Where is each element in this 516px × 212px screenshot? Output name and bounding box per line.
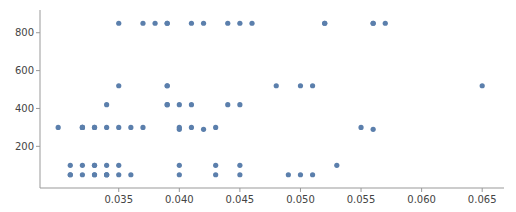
axes: 0.035 0.040 0.045 0.050 0.055 0.060 0.065 200 40… [15, 10, 504, 205]
y-tick-label: 800 [15, 27, 34, 38]
point [104, 163, 109, 168]
x-tick-label: 0.035 [104, 194, 133, 205]
point [237, 102, 242, 107]
point [116, 163, 121, 168]
points [56, 21, 485, 178]
point [116, 83, 121, 88]
point [104, 125, 109, 130]
point [274, 83, 279, 88]
x-tick [361, 188, 362, 192]
point [104, 172, 109, 177]
point [177, 127, 182, 132]
point [189, 102, 194, 107]
point [310, 83, 315, 88]
point [225, 102, 230, 107]
point [140, 21, 145, 26]
point [165, 102, 170, 107]
point [322, 21, 327, 26]
point [165, 21, 170, 26]
point [92, 163, 97, 168]
point [237, 172, 242, 177]
point [201, 21, 206, 26]
x-tick [482, 188, 483, 192]
point [116, 172, 121, 177]
point [177, 172, 182, 177]
y-tick-label: 600 [15, 65, 34, 76]
point [104, 172, 109, 177]
x-tick-label: 0.065 [468, 194, 497, 205]
point [177, 102, 182, 107]
point [201, 127, 206, 132]
point [286, 172, 291, 177]
point [189, 21, 194, 26]
x-tick-label: 0.050 [286, 194, 315, 205]
point [177, 163, 182, 168]
y-axis-line [40, 10, 41, 188]
point [165, 102, 170, 107]
point [371, 127, 376, 132]
point [128, 125, 133, 130]
x-tick-label: 0.060 [407, 194, 436, 205]
point [92, 125, 97, 130]
x-tick-label: 0.055 [347, 194, 376, 205]
point [68, 172, 73, 177]
point [68, 172, 73, 177]
point [322, 21, 327, 26]
point [213, 163, 218, 168]
point [140, 125, 145, 130]
point [249, 21, 254, 26]
point [104, 102, 109, 107]
y-tick [36, 70, 40, 71]
point [165, 83, 170, 88]
point [310, 172, 315, 177]
y-tick [36, 108, 40, 109]
point [225, 21, 230, 26]
x-tick [300, 188, 301, 192]
y-tick-label: 200 [15, 141, 34, 152]
point [92, 163, 97, 168]
point [80, 125, 85, 130]
point [68, 163, 73, 168]
y-tick-label: 400 [15, 103, 34, 114]
point [480, 83, 485, 88]
point [298, 172, 303, 177]
point [80, 125, 85, 130]
point [104, 172, 109, 177]
point [92, 125, 97, 130]
point [116, 125, 121, 130]
point [371, 21, 376, 26]
point [80, 172, 85, 177]
x-tick [118, 188, 119, 192]
point [237, 163, 242, 168]
point [213, 125, 218, 130]
point [92, 172, 97, 177]
y-tick [36, 146, 40, 147]
point [358, 125, 363, 130]
point [165, 83, 170, 88]
point [298, 83, 303, 88]
x-tick-label: 0.045 [226, 194, 255, 205]
point [334, 163, 339, 168]
point [213, 172, 218, 177]
point [152, 21, 157, 26]
point [128, 172, 133, 177]
point [371, 21, 376, 26]
point [189, 125, 194, 130]
point [383, 21, 388, 26]
x-tick [239, 188, 240, 192]
point [116, 21, 121, 26]
x-axis-line [40, 188, 504, 189]
x-tick [421, 188, 422, 192]
point [165, 21, 170, 26]
point [56, 125, 61, 130]
point [237, 21, 242, 26]
point [92, 172, 97, 177]
point [80, 163, 85, 168]
x-tick [179, 188, 180, 192]
x-tick-label: 0.040 [165, 194, 194, 205]
chart: 0.035 0.040 0.045 0.050 0.055 0.060 0.065 200 40… [0, 0, 516, 212]
y-tick [36, 32, 40, 33]
point [80, 125, 85, 130]
